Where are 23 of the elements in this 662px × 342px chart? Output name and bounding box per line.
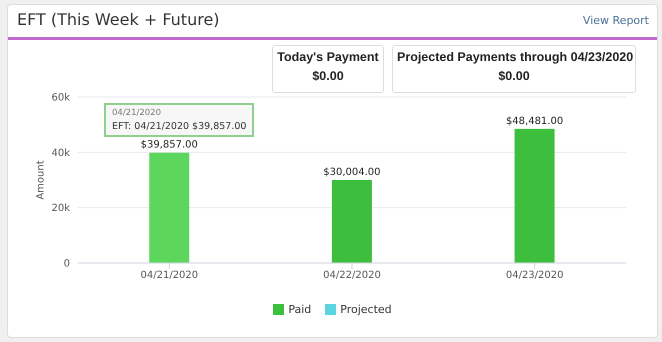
x-tick-label: 04/22/2020 [323, 270, 381, 282]
summary-card: Projected Payments through 04/23/2020 $0.00 [392, 45, 636, 93]
x-tick-label: 04/23/2020 [506, 270, 564, 282]
annotation: EFT: 04/21/2020 $39,857.00 [112, 120, 246, 133]
y-tick-label: 20k [51, 203, 70, 214]
bar [149, 152, 190, 263]
data-label: $30,004.00 [323, 166, 381, 178]
y-tick-label: 60k [51, 92, 70, 104]
legend-label: Projected [339, 303, 392, 316]
legend-label: Paid [287, 303, 312, 316]
annotation: 04/21/2020 [112, 107, 162, 120]
bar [332, 180, 372, 263]
data-label: $48,481.00 [506, 116, 564, 127]
chart-title: EFT (This Week + Future) [17, 10, 220, 29]
bar [514, 128, 555, 263]
summary-card: Today's Payment $0.00 [272, 45, 384, 93]
text: View Report [582, 14, 649, 27]
y-tick-label: 40k [51, 148, 70, 159]
x-tick-label: 04/21/2020 [140, 270, 198, 282]
tooltip-box: 04/21/2020 EFT: 04/21/2020 $39,857.00 [104, 103, 254, 137]
y-axis-title: Amount [36, 160, 47, 200]
y-tick-label: 0 [64, 258, 70, 270]
data-label: $39,857.00 [140, 140, 198, 151]
